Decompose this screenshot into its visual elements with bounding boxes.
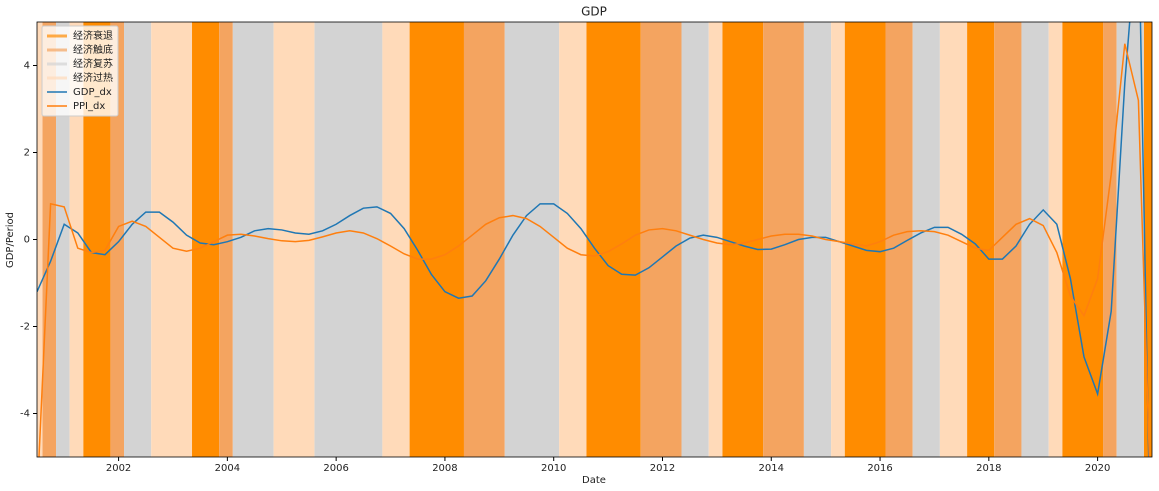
regime-band (640, 22, 682, 457)
regime-band (994, 22, 1022, 457)
x-tick-label: 2004 (215, 463, 240, 474)
regime-band (192, 22, 220, 457)
regime-band (708, 22, 723, 457)
legend-label: GDP_dx (73, 87, 112, 98)
regime-band (1103, 22, 1117, 457)
legend-label: 经济过热 (73, 71, 113, 84)
regime-band (939, 22, 968, 457)
x-axis-label: Date (582, 475, 606, 486)
y-axis-label: GDP/Period (5, 212, 16, 268)
x-tick-label: 2012 (650, 463, 675, 474)
regime-band (409, 22, 464, 457)
legend-label: PPI_dx (73, 101, 105, 112)
x-tick-label: 2018 (976, 463, 1001, 474)
regime-band (831, 22, 845, 457)
regime-band (382, 22, 410, 457)
y-tick-label: 4 (24, 61, 30, 72)
regime-bands (37, 22, 1152, 457)
chart-title: GDP (581, 5, 607, 19)
x-tick-label: 2006 (323, 463, 348, 474)
regime-band (1048, 22, 1063, 457)
regime-band (1062, 22, 1104, 457)
regime-band (56, 22, 70, 457)
y-tick-label: -2 (20, 322, 30, 333)
regime-band (232, 22, 274, 457)
axes: 2002 2004 2006 2008 2010 2012 2014 2016 2018 2020… (20, 61, 1110, 475)
lines (37, 22, 1151, 457)
y-tick-label: -4 (20, 409, 30, 420)
regime-band (463, 22, 505, 457)
x-tick-label: 2010 (541, 463, 566, 474)
regime-band (586, 22, 641, 457)
x-tick-label: 2008 (432, 463, 457, 474)
regime-band (559, 22, 587, 457)
regime-band (1143, 22, 1152, 457)
regime-band (967, 22, 995, 457)
regime-band (912, 22, 940, 457)
regime-band (504, 22, 560, 457)
series-line (38, 43, 1151, 457)
regime-band (151, 22, 193, 457)
regime-band (69, 22, 84, 457)
regime-band (1021, 22, 1049, 457)
regime-band (110, 22, 125, 457)
regime-band (273, 22, 315, 457)
regime-band (844, 22, 886, 457)
y-tick-label: 0 (24, 235, 30, 246)
legend-label: 经济衰退 (73, 29, 113, 42)
regime-band (37, 22, 43, 457)
regime-band (1116, 22, 1144, 457)
legend-label: 经济复苏 (73, 57, 113, 70)
legend-label: 经济触底 (73, 43, 113, 56)
regime-band (219, 22, 233, 457)
regime-band (314, 22, 383, 457)
x-tick-label: 2020 (1085, 463, 1110, 474)
x-tick-label: 2014 (759, 463, 784, 474)
regime-band (124, 22, 152, 457)
x-tick-label: 2016 (867, 463, 892, 474)
y-tick-label: 2 (24, 148, 30, 159)
x-tick-label: 2002 (106, 463, 131, 474)
series-line (37, 22, 1150, 457)
